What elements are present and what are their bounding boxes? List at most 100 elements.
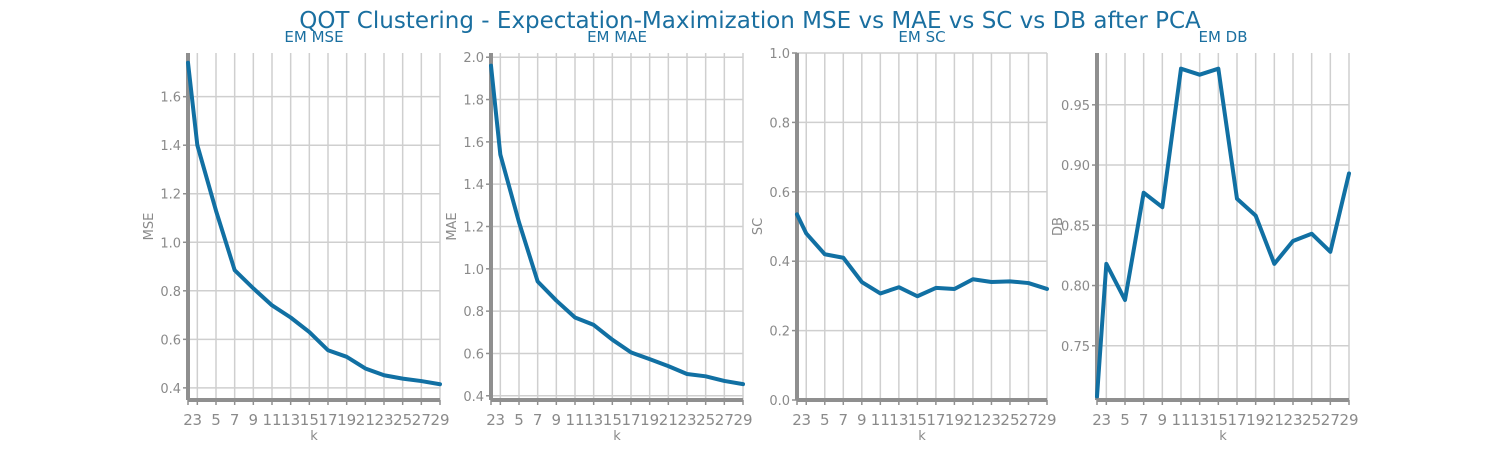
x-tick-label: 7 — [1139, 411, 1149, 429]
y-tick-label: 0.95 — [1061, 99, 1090, 114]
x-tick-label: 27 — [1321, 411, 1340, 429]
y-axis-label: MSE — [142, 213, 157, 241]
y-tick-label: 1.2 — [463, 221, 484, 236]
chart-panels: 2 3 5 7 9 11 13 15 17 19 21 23 25 27 290.40.60.81.01.2… — [142, 28, 1359, 444]
y-tick-label: 0.6 — [160, 333, 181, 348]
y-tick-label: 1.2 — [160, 188, 181, 203]
x-tick-label: 15 — [300, 411, 319, 429]
x-tick-label: 9 — [857, 411, 867, 429]
x-tick-label: 13 — [281, 411, 300, 429]
panel-title: EM MSE — [284, 28, 343, 46]
x-axis-label: k — [1219, 429, 1227, 444]
series-line — [489, 63, 745, 387]
y-tick-label: 1.8 — [463, 94, 484, 109]
y-tick-label: 0.0 — [769, 394, 790, 409]
y-tick-label: 0.90 — [1061, 159, 1090, 174]
x-tick-label: 19 — [640, 411, 659, 429]
x-tick-label: 25 — [1000, 411, 1019, 429]
x-tick-label: 29 — [1037, 411, 1056, 429]
x-tick-label: 13 — [889, 411, 908, 429]
y-tick-label: 0.6 — [769, 186, 790, 201]
y-tick-label: 1.4 — [160, 139, 181, 154]
x-tick-label: 13 — [1190, 411, 1209, 429]
y-tick-label: 0.8 — [463, 305, 484, 320]
y-tick-label: 1.0 — [463, 263, 484, 278]
x-tick-label: 17 — [318, 411, 337, 429]
panel-title: EM MAE — [587, 28, 647, 46]
y-tick-label: 2.0 — [463, 51, 484, 66]
x-tick-label: 23 — [677, 411, 696, 429]
x-tick-label: 27 — [715, 411, 734, 429]
y-axis-label: MAE — [445, 212, 460, 240]
chart-panel-3: 2 3 5 7 9 11 13 15 17 19 21 23 25 27 290.750.800.850.9… — [1051, 28, 1359, 444]
x-tick-label: 11 — [1171, 411, 1190, 429]
x-axis-label: k — [310, 429, 318, 444]
y-axis-label: DB — [1051, 217, 1066, 236]
x-tick-label: 5 — [514, 411, 524, 429]
x-tick-label: 21 — [356, 411, 375, 429]
x-tick-label: 9 — [552, 411, 562, 429]
x-axis-label: k — [613, 429, 621, 444]
x-tick-label: 15 — [603, 411, 622, 429]
y-tick-label: 1.6 — [160, 91, 181, 106]
x-tick-label: 3 — [801, 411, 811, 429]
x-tick-label: 29 — [430, 411, 449, 429]
x-tick-label: 23 — [374, 411, 393, 429]
y-tick-label: 0.2 — [769, 325, 790, 340]
x-tick-label: 11 — [565, 411, 584, 429]
x-tick-label: 17 — [926, 411, 945, 429]
x-tick-label: 17 — [621, 411, 640, 429]
y-tick-label: 0.85 — [1061, 219, 1090, 234]
y-tick-label: 0.4 — [463, 390, 484, 405]
series-line — [795, 212, 1049, 299]
x-tick-label: 19 — [337, 411, 356, 429]
x-tick-label: 25 — [1302, 411, 1321, 429]
series-line — [1095, 66, 1351, 399]
chart-panel-2: 2 3 5 7 9 11 13 15 17 19 21 23 25 27 290.00.20.40.60.8… — [751, 28, 1057, 444]
x-tick-label: 3 — [496, 411, 506, 429]
figure-title: QOT Clustering - Expectation-Maximizatio… — [299, 8, 1201, 34]
x-tick-label: 27 — [412, 411, 431, 429]
x-tick-label: 7 — [230, 411, 240, 429]
x-tick-label: 13 — [584, 411, 603, 429]
y-tick-label: 0.8 — [160, 285, 181, 300]
x-tick-label: 5 — [211, 411, 221, 429]
x-tick-label: 11 — [871, 411, 890, 429]
x-tick-label: 3 — [193, 411, 203, 429]
y-tick-label: 0.6 — [463, 347, 484, 362]
x-tick-label: 29 — [1339, 411, 1358, 429]
y-tick-label: 0.80 — [1061, 280, 1090, 295]
x-tick-label: 19 — [945, 411, 964, 429]
x-tick-label: 19 — [1246, 411, 1265, 429]
x-tick-label: 2 — [792, 411, 802, 429]
x-tick-label: 5 — [1120, 411, 1130, 429]
panel-title: EM DB — [1198, 28, 1247, 46]
x-tick-label: 21 — [1265, 411, 1284, 429]
x-tick-label: 25 — [696, 411, 715, 429]
y-tick-label: 1.6 — [463, 136, 484, 151]
y-tick-label: 1.0 — [769, 47, 790, 62]
panel-title: EM SC — [898, 28, 945, 46]
y-tick-label: 0.8 — [769, 116, 790, 131]
x-tick-label: 2 — [183, 411, 193, 429]
x-tick-label: 27 — [1019, 411, 1038, 429]
x-tick-label: 7 — [839, 411, 849, 429]
y-tick-label: 0.4 — [769, 255, 790, 270]
x-tick-label: 9 — [249, 411, 259, 429]
x-tick-label: 2 — [1092, 411, 1102, 429]
chart-panel-0: 2 3 5 7 9 11 13 15 17 19 21 23 25 27 290.40.60.81.01.2… — [142, 28, 450, 444]
x-tick-label: 25 — [393, 411, 412, 429]
x-tick-label: 5 — [820, 411, 830, 429]
x-tick-label: 9 — [1158, 411, 1168, 429]
x-tick-label: 3 — [1102, 411, 1112, 429]
x-tick-label: 15 — [908, 411, 927, 429]
y-axis-label: SC — [751, 218, 766, 235]
x-tick-label: 15 — [1209, 411, 1228, 429]
x-tick-label: 21 — [659, 411, 678, 429]
x-tick-label: 29 — [733, 411, 752, 429]
chart-panel-1: 2 3 5 7 9 11 13 15 17 19 21 23 25 27 290.40.60.81.01.2… — [445, 28, 753, 444]
x-tick-label: 23 — [1283, 411, 1302, 429]
x-tick-label: 7 — [533, 411, 543, 429]
x-tick-label: 11 — [262, 411, 281, 429]
